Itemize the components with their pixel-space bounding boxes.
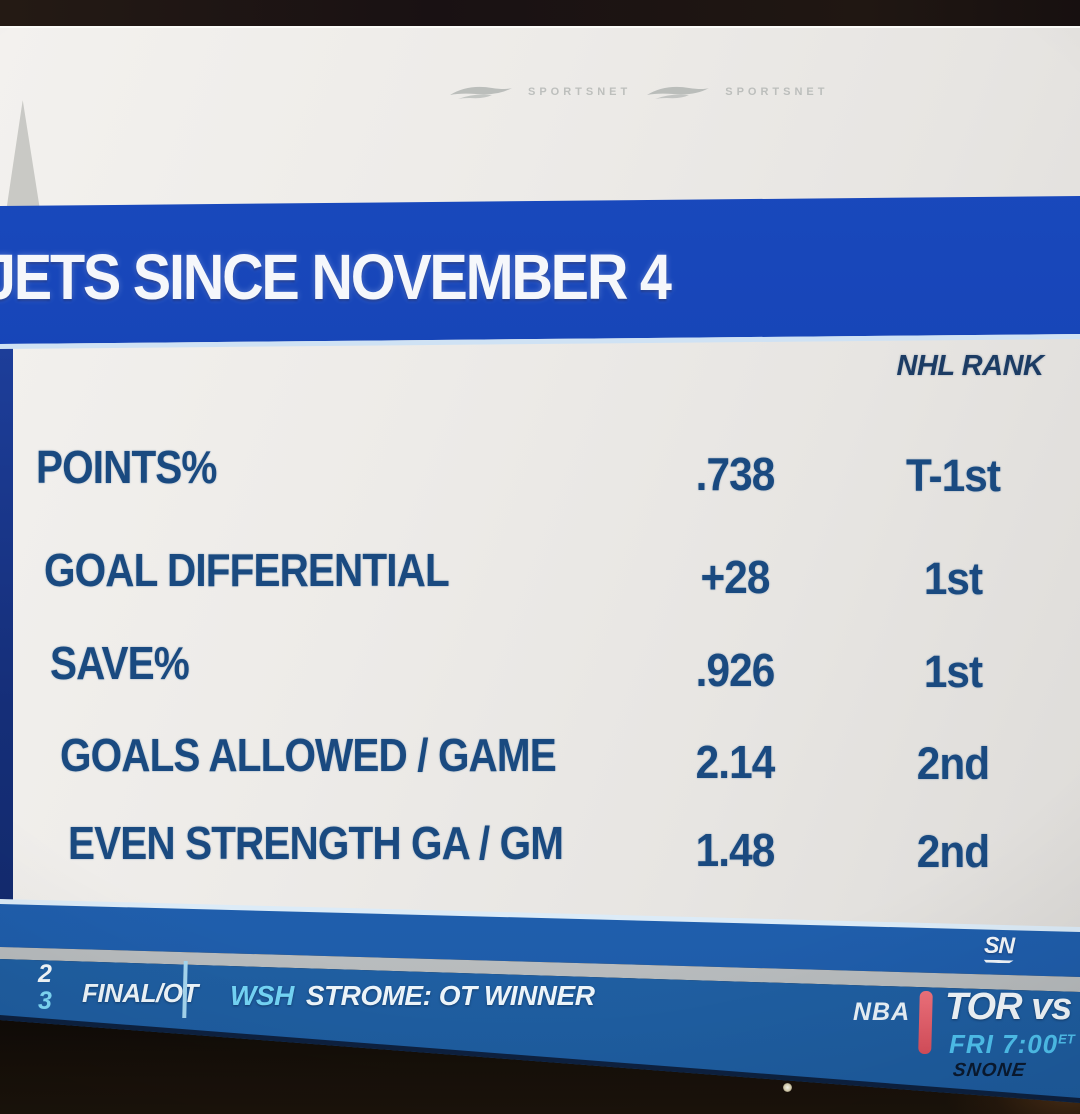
- sportsnet-one-logo: SNONE: [951, 1060, 1028, 1081]
- sportsnet-swoosh-icon: [448, 84, 514, 100]
- stat-value: +28: [700, 551, 770, 603]
- broadcast-panel: [0, 26, 1080, 946]
- stat-row: SAVE% .926 1st: [0, 636, 1080, 697]
- tv-led-dot: [783, 1083, 792, 1092]
- sportsnet-sn-logo: SN: [984, 932, 1015, 964]
- team-abbr: WSH: [230, 980, 294, 1011]
- stat-row: POINTS% .738 T-1st: [0, 440, 1080, 501]
- tv-bezel-top: [0, 0, 1080, 26]
- stat-value: 1.48: [695, 824, 776, 876]
- stat-rank: 1st: [923, 553, 983, 604]
- ticker-news-item: WSH STROME: OT WINNER: [230, 980, 595, 1012]
- red-divider-bar: [918, 990, 933, 1055]
- home-score: 3: [38, 987, 52, 1015]
- stat-row: GOALS ALLOWED / GAME 2.14 2nd: [0, 728, 1080, 789]
- game-status: FINAL/OT: [82, 978, 198, 1008]
- next-game-matchup: TOR vs P: [945, 986, 1080, 1028]
- rank-column-header: NHL RANK: [896, 350, 1044, 382]
- game-day-time: FRI 7:00: [949, 1029, 1059, 1059]
- stat-label: GOALS ALLOWED / GAME: [60, 729, 557, 781]
- timezone-suffix: ET: [1058, 1031, 1075, 1047]
- sportsnet-swoosh-icon: [645, 84, 711, 100]
- stat-value: .738: [695, 448, 776, 500]
- stat-rank: 2nd: [916, 826, 990, 877]
- panel-left-edge: [0, 344, 13, 950]
- stat-label: POINTS%: [36, 441, 217, 493]
- stat-label: SAVE%: [50, 637, 190, 689]
- next-game-time: FRI 7:00ET: [949, 1029, 1075, 1060]
- sportsnet-wordmark: SPORTSNET: [528, 86, 632, 98]
- sportsnet-wordmark: SPORTSNET: [725, 86, 829, 98]
- sportsnet-watermark: SPORTSNET SPORTSNET: [448, 84, 828, 100]
- stat-row: GOAL DIFFERENTIAL +28 1st: [0, 543, 1080, 604]
- stat-value: 2.14: [695, 736, 776, 788]
- stat-row: EVEN STRENGTH GA / GM 1.48 2nd: [0, 816, 1080, 877]
- ticker-headline: STROME: OT WINNER: [305, 980, 595, 1011]
- stat-value: .926: [695, 644, 776, 696]
- stat-rank: 1st: [923, 646, 983, 697]
- league-label: NBA: [853, 998, 911, 1026]
- stat-rank: 2nd: [916, 738, 990, 789]
- stat-rank: T-1st: [905, 450, 1001, 501]
- page-title: JETS SINCE NOVEMBER 4: [0, 241, 672, 313]
- stat-label: EVEN STRENGTH GA / GM: [68, 817, 564, 869]
- away-score: 2: [38, 960, 52, 988]
- stat-label: GOAL DIFFERENTIAL: [44, 544, 450, 596]
